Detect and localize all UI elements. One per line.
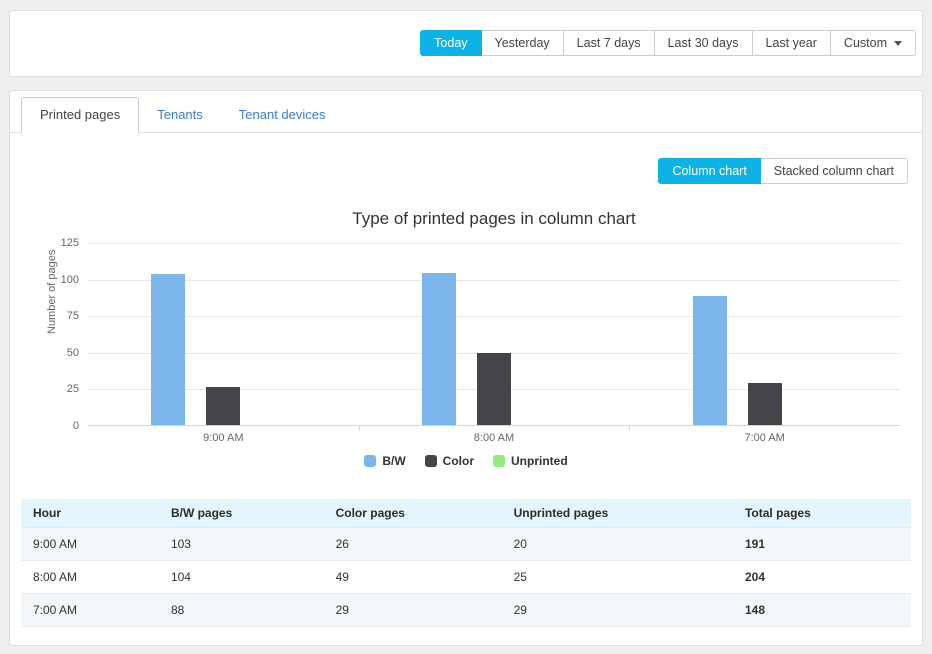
table-row: 7:00 AM 88 29 29 148 bbox=[21, 593, 911, 627]
gridline bbox=[88, 279, 900, 281]
cell-color: 26 bbox=[323, 527, 502, 561]
y-axis-tick-label: 0 bbox=[72, 420, 79, 432]
range-button-last-year[interactable]: Last year bbox=[752, 30, 831, 56]
gridline bbox=[88, 243, 900, 244]
chart-bar-b-w[interactable] bbox=[422, 272, 456, 425]
chart-bar-color[interactable] bbox=[747, 382, 782, 425]
x-axis-category-label: 8:00 AM bbox=[473, 432, 515, 444]
cell-unprinted: 25 bbox=[501, 560, 733, 594]
y-axis-tick-label: 100 bbox=[60, 273, 79, 286]
tab-bar: Printed pages Tenants Tenant devices bbox=[10, 91, 922, 133]
chart-plot: 0 25 50 75 100 125 9:00 AM 8:00 AM 7:00 AM bbox=[61, 237, 900, 444]
bw-swatch-icon bbox=[364, 455, 377, 467]
table-row: 8:00 AM 104 49 25 204 bbox=[21, 560, 911, 594]
cell-hour: 7:00 AM bbox=[21, 593, 159, 627]
printed-pages-table: Hour B/W pages Color pages Unprinted pag… bbox=[21, 499, 911, 627]
chart-bar-b-w[interactable] bbox=[692, 296, 727, 425]
range-button-last-30-days[interactable]: Last 30 days bbox=[654, 30, 753, 56]
stacked-column-chart-button[interactable]: Stacked column chart bbox=[760, 158, 908, 184]
y-axis-tick-label: 125 bbox=[60, 237, 79, 249]
cell-bw: 104 bbox=[158, 560, 324, 594]
chart-bar-b-w[interactable] bbox=[151, 274, 186, 425]
gridline bbox=[88, 316, 900, 318]
column-chart-button[interactable]: Column chart bbox=[658, 158, 761, 184]
cell-bw: 103 bbox=[158, 527, 324, 561]
cell-unprinted: 29 bbox=[501, 593, 733, 627]
chart-type-toggle: Column chart Stacked column chart bbox=[658, 158, 908, 184]
chart-bar-color[interactable] bbox=[477, 353, 511, 425]
x-axis-category-label: 7:00 AM bbox=[744, 432, 785, 444]
chevron-down-icon bbox=[894, 41, 902, 47]
table-row: 9:00 AM 103 26 20 191 bbox=[21, 527, 911, 561]
table-header-row: Hour B/W pages Color pages Unprinted pag… bbox=[21, 499, 911, 528]
legend-label-bw: B/W bbox=[382, 454, 406, 468]
color-swatch-icon bbox=[424, 455, 437, 467]
x-axis-tick bbox=[629, 425, 631, 431]
range-button-today[interactable]: Today bbox=[420, 30, 482, 56]
range-button-last-7-days[interactable]: Last 7 days bbox=[563, 30, 655, 56]
cell-hour: 9:00 AM bbox=[21, 527, 159, 561]
legend-label-color: Color bbox=[442, 454, 474, 468]
range-button-custom[interactable]: Custom bbox=[830, 30, 916, 56]
cell-bw: 88 bbox=[158, 593, 324, 627]
tab-tenant-devices[interactable]: Tenant devices bbox=[238, 107, 326, 122]
header-total-pages: Total pages bbox=[732, 499, 911, 528]
y-axis-tick-label: 75 bbox=[66, 310, 79, 323]
legend-item-bw[interactable]: B/W bbox=[364, 454, 406, 468]
legend-label-unprinted: Unprinted bbox=[511, 454, 568, 468]
legend-item-color[interactable]: Color bbox=[424, 454, 474, 468]
range-button-yesterday[interactable]: Yesterday bbox=[481, 30, 564, 56]
header-color-pages: Color pages bbox=[323, 499, 502, 528]
x-axis-tick bbox=[358, 425, 360, 431]
cell-hour: 8:00 AM bbox=[21, 560, 159, 594]
y-axis-tick-label: 25 bbox=[66, 383, 79, 396]
header-bw-pages: B/W pages bbox=[158, 499, 324, 528]
chart-legend: B/W Color Unprinted bbox=[10, 454, 922, 468]
custom-button-label: Custom bbox=[843, 36, 887, 50]
report-panel: Printed pages Tenants Tenant devices Col… bbox=[9, 90, 923, 646]
cell-color: 49 bbox=[323, 560, 502, 594]
date-range-panel: Today Yesterday Last 7 days Last 30 days… bbox=[9, 10, 923, 77]
header-hour: Hour bbox=[21, 499, 159, 528]
header-unprinted-pages: Unprinted pages bbox=[501, 499, 733, 528]
cell-total: 204 bbox=[732, 560, 911, 594]
cell-unprinted: 20 bbox=[501, 527, 733, 561]
tab-tenants[interactable]: Tenants bbox=[157, 107, 203, 122]
cell-total: 191 bbox=[732, 527, 911, 561]
chart-title: Type of printed pages in column chart bbox=[352, 209, 636, 228]
tab-printed-pages[interactable]: Printed pages bbox=[21, 97, 140, 133]
legend-item-unprinted[interactable]: Unprinted bbox=[493, 454, 568, 468]
unprinted-swatch-icon bbox=[493, 455, 505, 467]
cell-total: 148 bbox=[732, 593, 911, 627]
cell-color: 29 bbox=[323, 593, 502, 627]
chart-bar-color[interactable] bbox=[206, 386, 241, 425]
x-axis-category-label: 9:00 AM bbox=[203, 432, 244, 444]
y-axis-tick-label: 50 bbox=[66, 346, 79, 359]
date-range-group: Today Yesterday Last 7 days Last 30 days… bbox=[420, 30, 916, 56]
